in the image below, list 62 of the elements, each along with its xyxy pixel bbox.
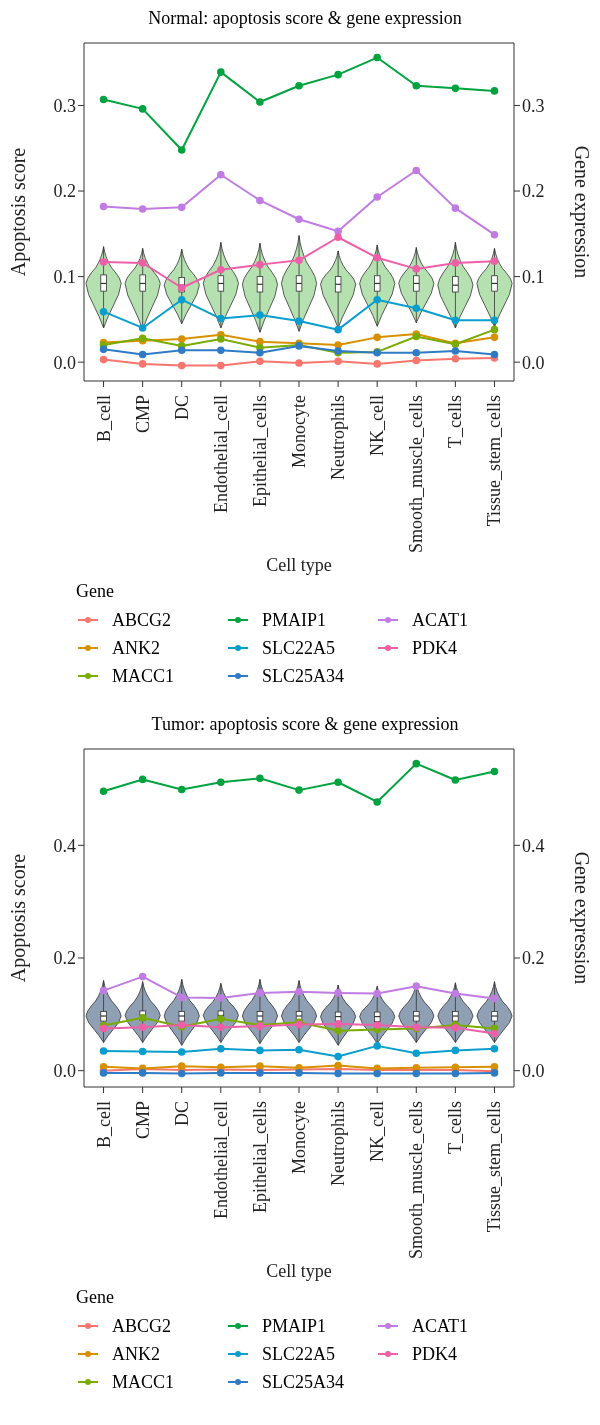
- x-tick-label: Tissue_stem_cells: [484, 1101, 505, 1233]
- legend-label: SLC22A5: [262, 1343, 336, 1365]
- legend-label: ACAT1: [412, 609, 469, 631]
- x-axis-title: Cell type: [266, 1261, 332, 1281]
- x-tick-label: Monocyte: [289, 1100, 309, 1174]
- y-tick-label: 0.4: [53, 835, 76, 856]
- x-tick-label: T_cells: [445, 1101, 466, 1154]
- legend-label: ACAT1: [412, 1315, 469, 1337]
- x-tick-label: DC: [171, 395, 192, 421]
- y2-tick-label: 0.3: [522, 95, 545, 116]
- x-tick-label: DC: [171, 1101, 192, 1127]
- legend-label: SLC25A34: [262, 1371, 345, 1393]
- x-tick-label: Smooth_muscle_cells: [406, 395, 427, 553]
- y-tick-label: 0.0: [53, 352, 76, 373]
- x-tick-label: Tissue_stem_cells: [484, 395, 505, 527]
- y2-tick-label: 0.2: [522, 948, 545, 969]
- y-tick-label: 0.0: [53, 1061, 76, 1082]
- x-tick-label: Epithelial_cells: [249, 1101, 270, 1213]
- chart-title: Normal: apoptosis score & gene expression: [147, 8, 463, 30]
- y-axis-title: Apoptosis score: [7, 147, 31, 277]
- y2-tick-label: 0.2: [522, 181, 545, 202]
- y2-axis-title: Gene expression: [569, 145, 593, 279]
- y-tick-label: 0.2: [53, 948, 76, 969]
- x-tick-label: CMP: [132, 1101, 153, 1140]
- x-tick-label: Endothelial_cell: [210, 395, 231, 513]
- x-axis-title: Cell type: [266, 555, 332, 575]
- x-tick-label: NK_cell: [367, 395, 388, 456]
- y2-axis-title: Gene expression: [569, 851, 593, 985]
- x-tick-label: T_cells: [445, 395, 466, 448]
- legend-title: Gene: [76, 581, 115, 602]
- x-tick-label: NK_cell: [367, 1101, 388, 1162]
- y2-tick-label: 0.4: [522, 835, 545, 856]
- legend-label: ANK2: [112, 1343, 160, 1365]
- legend-label: PDK4: [412, 637, 458, 659]
- legend-label: PDK4: [412, 1343, 458, 1365]
- x-tick-label: Endothelial_cell: [210, 1101, 231, 1219]
- x-tick-label: CMP: [132, 395, 153, 434]
- legend-label: MACC1: [112, 1371, 175, 1393]
- x-tick-label: Neutrophils: [328, 395, 349, 480]
- legend-label: MACC1: [112, 665, 175, 687]
- legend-label: SLC22A5: [262, 637, 336, 659]
- y-tick-label: 0.1: [53, 267, 76, 287]
- legend-label: ABCG2: [112, 609, 172, 631]
- y2-tick-label: 0.0: [522, 352, 545, 373]
- x-tick-label: Neutrophils: [328, 1101, 349, 1186]
- legend-label: PMAIP1: [262, 609, 327, 631]
- legend-label: PMAIP1: [262, 1315, 327, 1337]
- x-tick-label: Smooth_muscle_cells: [406, 1101, 427, 1259]
- y-tick-label: 0.2: [53, 181, 76, 202]
- y2-tick-label: 0.1: [522, 267, 545, 287]
- y-tick-label: 0.3: [53, 95, 76, 116]
- legend-label: SLC25A34: [262, 665, 345, 687]
- chart-title: Tumor: apoptosis score & gene expression: [150, 714, 460, 736]
- legend-title: Gene: [76, 1287, 115, 1308]
- legend-label: ABCG2: [112, 1315, 172, 1337]
- x-tick-label: B_cell: [93, 395, 114, 442]
- legend-label: ANK2: [112, 637, 160, 659]
- x-tick-label: Epithelial_cells: [249, 395, 270, 507]
- y-axis-title: Apoptosis score: [7, 853, 31, 983]
- x-tick-label: B_cell: [93, 1101, 114, 1148]
- y2-tick-label: 0.0: [522, 1061, 545, 1082]
- x-tick-label: Monocyte: [289, 394, 309, 468]
